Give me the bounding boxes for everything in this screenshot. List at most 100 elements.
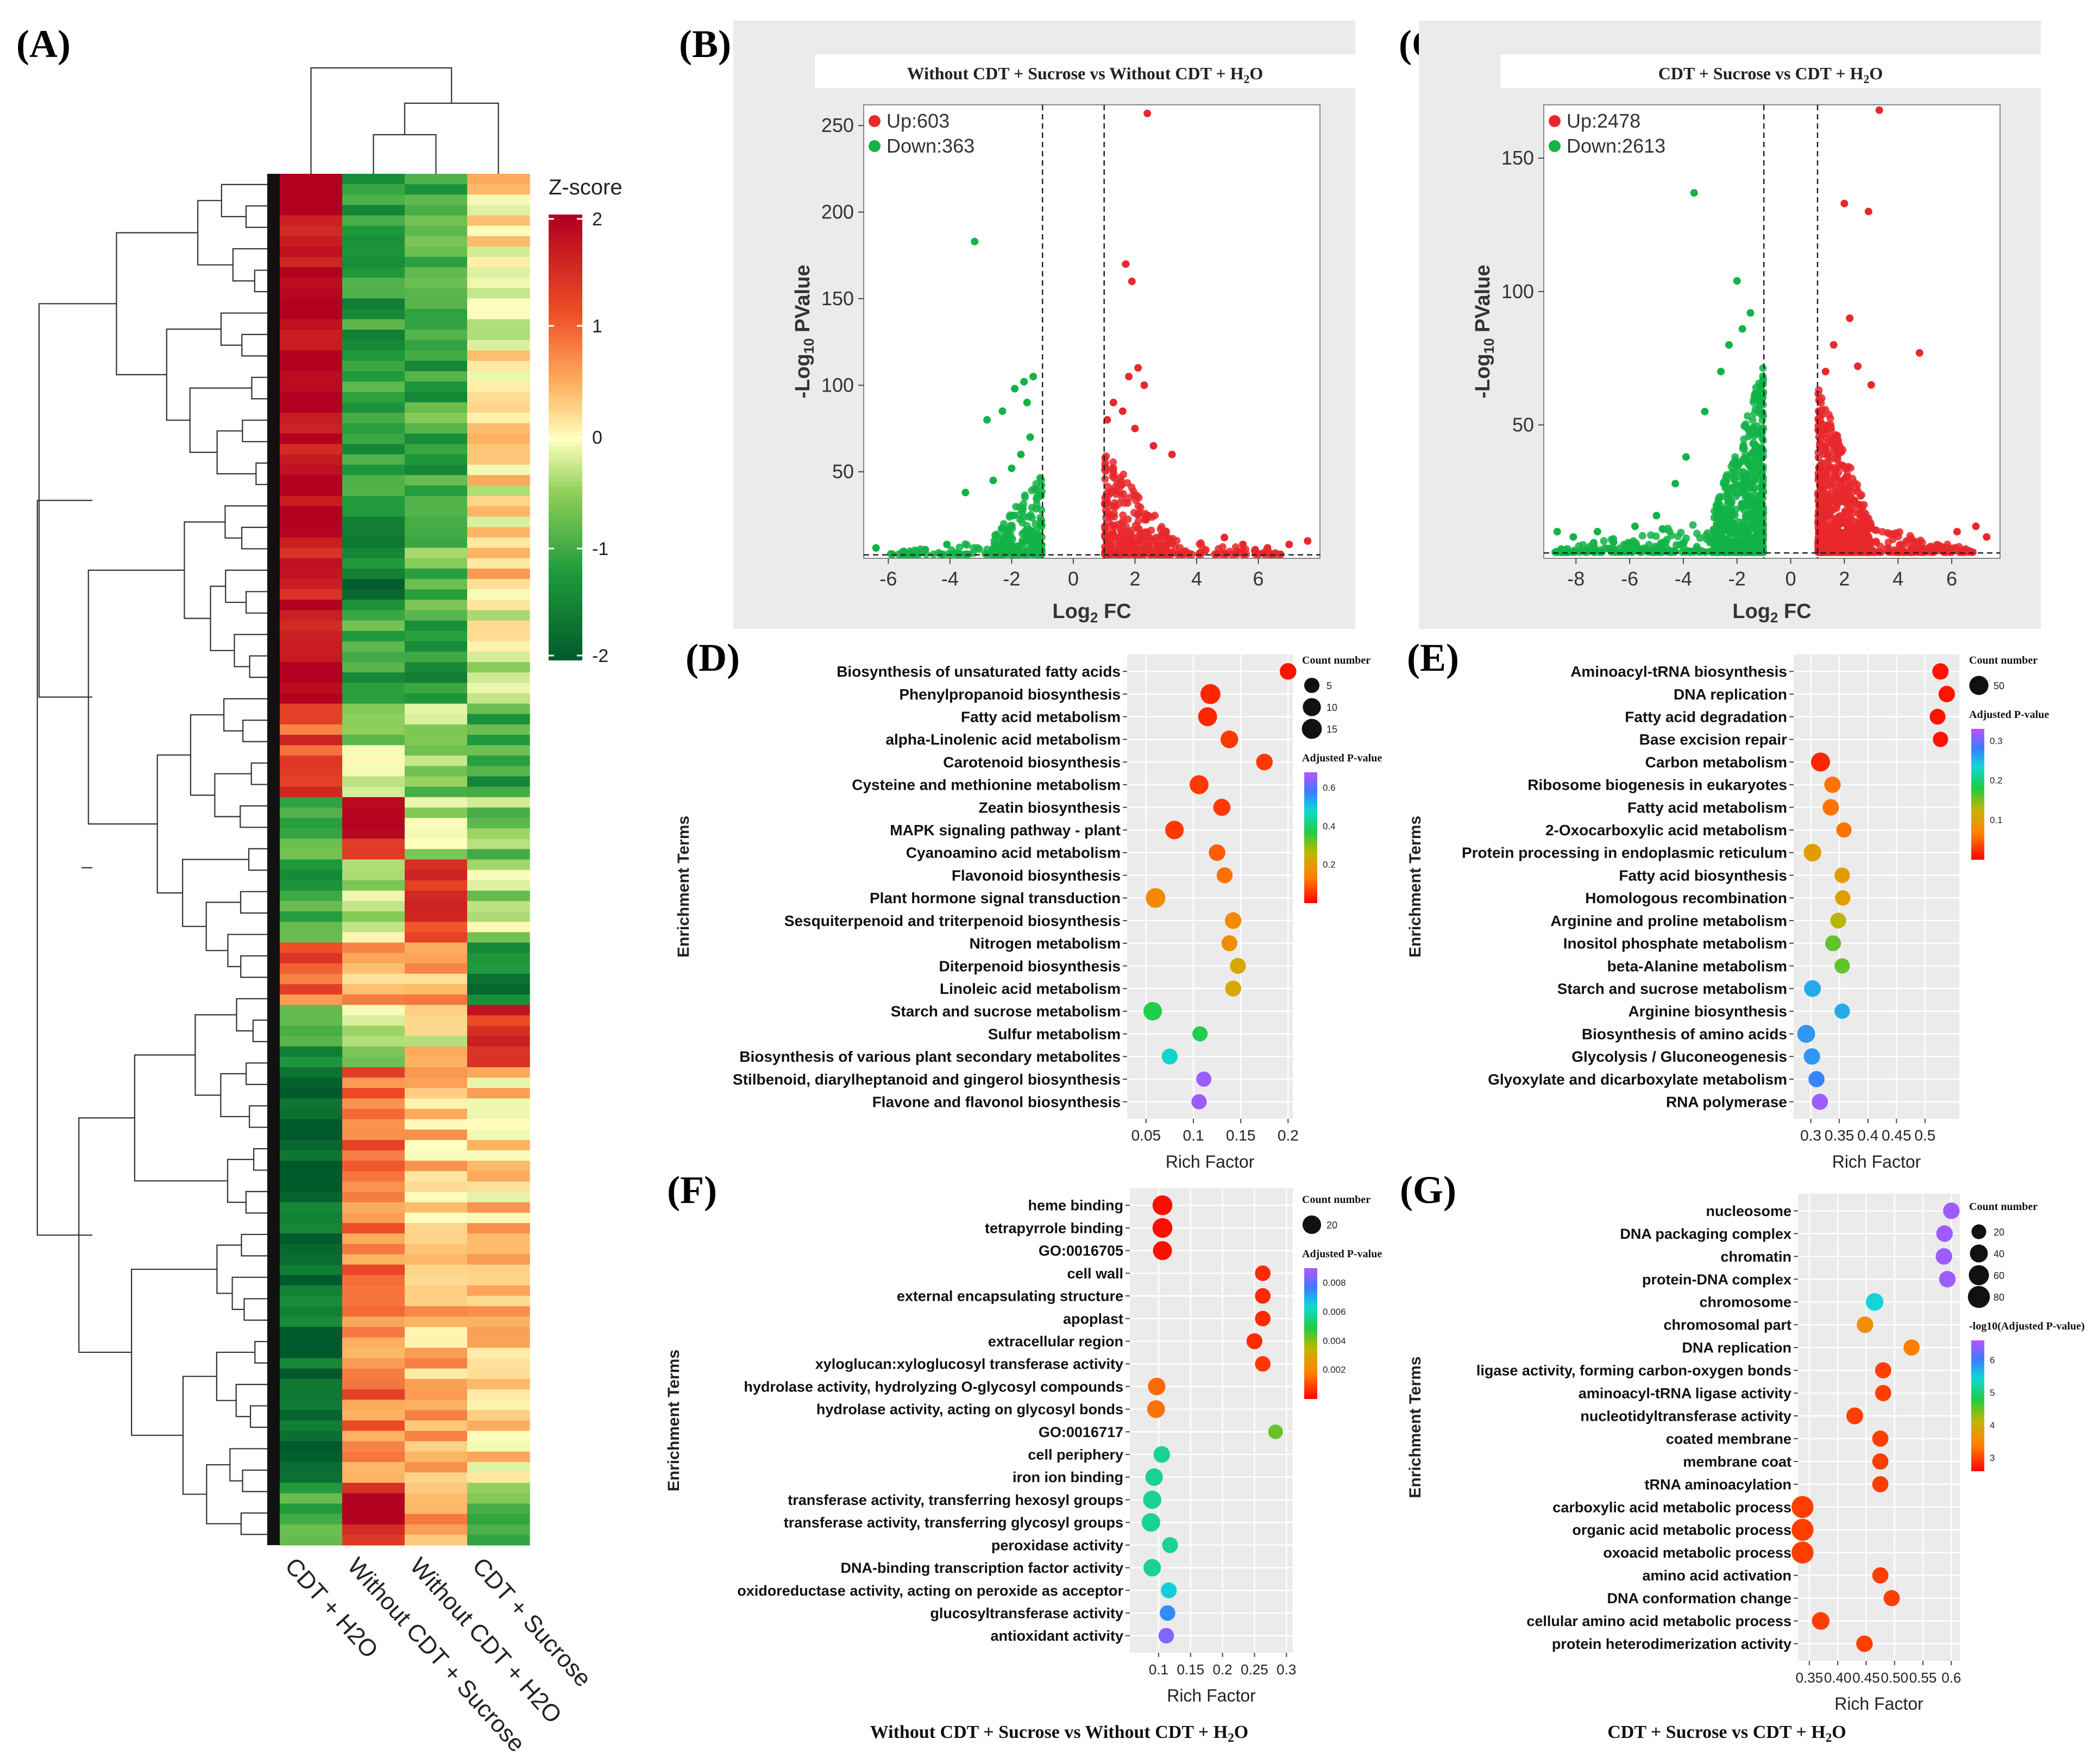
heatmap-cell xyxy=(467,600,530,611)
heatmap-cell xyxy=(467,298,530,310)
heatmap-cell xyxy=(280,973,343,985)
color-legend-step xyxy=(1304,1344,1317,1347)
color-legend-step xyxy=(1304,848,1317,851)
heatmap-cell xyxy=(405,1108,468,1120)
heatmap-cell xyxy=(280,672,343,683)
up-point xyxy=(1821,541,1829,549)
heatmap-cell xyxy=(405,485,468,496)
color-legend-step xyxy=(1304,1392,1317,1395)
down-point xyxy=(1660,538,1668,546)
color-legend-step xyxy=(1304,874,1317,877)
heatmap-cell xyxy=(280,1472,343,1483)
heatmap-cell xyxy=(280,817,343,829)
heatmap-cell xyxy=(467,1493,530,1504)
color-legend-step xyxy=(1971,1343,1984,1345)
down-point xyxy=(955,543,964,551)
legend-gradient-step xyxy=(549,513,582,518)
y-axis-label: Enrichment Terms xyxy=(665,1350,683,1491)
heatmap-cell xyxy=(280,1316,343,1327)
legend-gradient-step xyxy=(549,557,582,563)
legend-gradient-step xyxy=(549,651,582,656)
up-point xyxy=(1843,500,1851,508)
heatmap-cell xyxy=(342,402,405,413)
enrichment-term-label: DNA packaging complex xyxy=(1620,1226,1791,1242)
legend-gradient-step xyxy=(549,517,582,522)
legend-gradient-step xyxy=(549,584,582,589)
down-point xyxy=(992,533,1000,541)
heatmap-cell xyxy=(467,1472,530,1483)
up-point xyxy=(1149,442,1158,450)
color-legend-step xyxy=(1971,755,1984,758)
heatmap-cell xyxy=(405,1025,468,1037)
heatmap-cell xyxy=(467,1451,530,1463)
color-legend-step xyxy=(1304,820,1317,823)
enrichment-term-label: Inositol phosphate metabolism xyxy=(1563,935,1787,952)
legend-gradient-step xyxy=(549,486,582,492)
legend-gradient-step xyxy=(549,606,582,612)
heatmap-cell xyxy=(467,589,530,600)
heatmap-cell xyxy=(342,246,405,257)
x-tick-label: 0.3 xyxy=(1277,1661,1296,1678)
heatmap-cell xyxy=(280,849,343,860)
down-point xyxy=(921,546,929,554)
legend-tick-label: -2 xyxy=(592,646,608,666)
heatmap-cell xyxy=(467,1056,530,1068)
heatmap-cell xyxy=(342,849,405,860)
color-legend-step xyxy=(1971,1449,1984,1452)
dendrogram-branch xyxy=(220,312,267,346)
heatmap-cell xyxy=(405,631,468,642)
heatmap-cell xyxy=(342,1036,405,1047)
legend-gradient-step xyxy=(549,642,582,647)
color-legend-step xyxy=(1304,824,1317,827)
legend-gradient-step xyxy=(549,237,582,242)
heatmap-cell xyxy=(342,1212,405,1224)
enrichment-term-label: Nitrogen metabolism xyxy=(970,935,1121,952)
heatmap-cell xyxy=(467,1150,530,1161)
plot-area xyxy=(1798,1194,1960,1661)
enrichment-term-label: nucleosome xyxy=(1706,1203,1791,1219)
heatmap-cell xyxy=(342,1264,405,1276)
legend-gradient-step xyxy=(549,468,582,474)
heatmap-cell xyxy=(280,1088,343,1099)
y-tick-label: 200 xyxy=(821,201,854,223)
legend-gradient-step xyxy=(549,588,582,594)
heatmap-cell xyxy=(342,506,405,517)
heatmap-cell xyxy=(405,579,468,590)
enrichment-term-label: RNA polymerase xyxy=(1666,1094,1787,1111)
legend-gradient-step xyxy=(549,620,582,625)
heatmap-cell xyxy=(280,984,343,995)
down-point xyxy=(1014,550,1022,558)
down-point xyxy=(1656,548,1664,556)
up-point xyxy=(1141,532,1149,540)
heatmap-cell xyxy=(342,1358,405,1369)
up-point xyxy=(1850,518,1858,526)
color-legend-step xyxy=(1304,1325,1317,1327)
heatmap-cell xyxy=(342,329,405,341)
down-point xyxy=(989,476,997,484)
heatmap-cell xyxy=(405,1285,468,1296)
heatmap-cell xyxy=(467,932,530,943)
up-point xyxy=(1867,381,1875,389)
down-point xyxy=(1038,516,1046,525)
x-tick-label: -2 xyxy=(1728,568,1746,590)
up-point xyxy=(1124,515,1132,524)
down-point xyxy=(1008,464,1016,472)
up-point xyxy=(1816,439,1825,448)
heatmap-cell xyxy=(467,246,530,257)
y-tick-label: 150 xyxy=(1501,147,1534,169)
heatmap-cell xyxy=(280,1441,343,1452)
down-point xyxy=(1570,546,1579,555)
color-legend-step xyxy=(1304,840,1317,842)
legend-label: Up:2478 xyxy=(1567,110,1640,132)
heatmap-cell xyxy=(467,1389,530,1400)
heatmap-cell xyxy=(405,1400,468,1410)
heatmap-cell xyxy=(280,194,343,205)
color-legend-step xyxy=(1971,738,1984,740)
heatmap-cell xyxy=(280,246,343,257)
heatmap-cell xyxy=(405,984,468,995)
heatmap-cell xyxy=(342,298,405,310)
enrichment-term-label: Carbon metabolism xyxy=(1645,754,1787,771)
enrichment-point xyxy=(1825,935,1841,952)
down-point xyxy=(900,547,908,556)
heatmap-cell xyxy=(280,1514,343,1525)
